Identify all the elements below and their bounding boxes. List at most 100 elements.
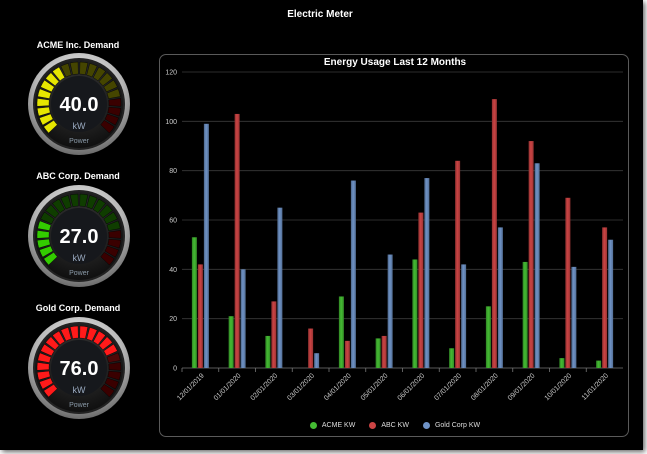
bar-acme-kw[interactable]: [522, 261, 528, 368]
bar-abc-kw[interactable]: [344, 340, 350, 368]
bar-gold-corp-kw[interactable]: [203, 123, 209, 368]
bar-gold-corp-kw[interactable]: [277, 207, 283, 368]
x-tick-label: 12/01/2019: [176, 372, 206, 402]
gauge-segment: [104, 113, 119, 126]
gauge-segment: [79, 61, 89, 75]
bar-acme-kw[interactable]: [596, 360, 602, 368]
bar-abc-kw[interactable]: [528, 141, 534, 368]
bar-gold-corp-kw[interactable]: [240, 269, 246, 368]
gauge-segment: [45, 72, 60, 87]
bar-gold-corp-kw[interactable]: [461, 264, 467, 368]
gauge-segment: [39, 245, 54, 258]
bar-acme-kw[interactable]: [375, 338, 381, 368]
bar-acme-kw[interactable]: [191, 237, 197, 368]
chart-panel: 0 20 40 60 80 100 120 12/01/2019 01/01/2020 02/01…: [159, 54, 629, 437]
gauge-segment: [106, 220, 121, 231]
gauge-segment: [106, 88, 121, 99]
gauge-segment: [98, 72, 113, 87]
x-tick-label: 05/01/2020: [360, 372, 390, 402]
gauge-segment: [104, 245, 119, 258]
gauge-segment: [45, 204, 60, 219]
gauge-segment: [52, 66, 66, 82]
bar-abc-kw[interactable]: [271, 301, 277, 368]
gauge-segment: [69, 325, 79, 339]
gauge-caption: Power: [69, 138, 90, 145]
bar-abc-kw[interactable]: [197, 264, 203, 368]
bar-gold-corp-kw[interactable]: [350, 180, 356, 368]
gauge-unit: kW: [73, 121, 87, 131]
gauge-segment: [40, 343, 55, 357]
x-tick-label: 02/01/2020: [250, 372, 280, 402]
y-tick-label: 0: [173, 366, 177, 373]
bar-abc-kw[interactable]: [565, 197, 571, 368]
gauge-caption: Power: [69, 270, 90, 277]
gauge-caption: Power: [69, 402, 90, 409]
y-tick-label: 60: [169, 218, 177, 225]
gauge-segment: [86, 195, 98, 210]
x-tick-label: 09/01/2020: [507, 372, 537, 402]
legend-label: ACME KW: [321, 422, 356, 429]
gauge-segment: [98, 204, 113, 219]
gauge-gold: 76.0 kW Power: [27, 316, 131, 420]
gauge-segment: [52, 198, 66, 214]
gauge-segment: [39, 377, 54, 390]
bar-chart: 0 20 40 60 80 100 120 12/01/2019 01/01/2020 02/01…: [165, 70, 623, 402]
bar-gold-corp-kw[interactable]: [314, 353, 320, 368]
gauge-segment: [106, 352, 121, 363]
y-tick-label: 80: [169, 168, 177, 175]
gauge-title-abc: ABC Corp. Demand: [36, 171, 120, 181]
gauge-segment: [37, 238, 51, 249]
gauge-segment: [104, 377, 119, 390]
bar-gold-corp-kw[interactable]: [387, 254, 393, 368]
bar-abc-kw[interactable]: [418, 212, 424, 368]
bar-gold-corp-kw[interactable]: [608, 239, 614, 368]
gauge-segment: [107, 370, 121, 381]
gauge-segment: [108, 98, 122, 107]
chart-legend[interactable]: ACME KW ABC KW Gold Corp KW: [160, 422, 630, 429]
gauge-dial: 76.0 kW Power: [28, 317, 130, 419]
y-tick-label: 40: [169, 267, 177, 274]
bar-abc-kw[interactable]: [455, 160, 461, 368]
gauge-segment: [108, 362, 122, 371]
bar-acme-kw[interactable]: [449, 348, 455, 368]
bar-acme-kw[interactable]: [265, 335, 271, 368]
bar-gold-corp-kw[interactable]: [497, 227, 503, 368]
gauge-value: 40.0: [60, 94, 99, 116]
gauge-segment: [37, 352, 52, 363]
gauge-unit: kW: [73, 253, 87, 263]
x-tick-label: 11/01/2020: [581, 372, 610, 401]
gauge-value: 76.0: [60, 358, 99, 380]
bar-gold-corp-kw[interactable]: [534, 163, 540, 368]
x-tick-label: 08/01/2020: [470, 372, 500, 402]
bar-abc-kw[interactable]: [234, 113, 240, 368]
gauge-segment: [100, 383, 115, 398]
gauge-dial: 40.0 kW Power: [28, 53, 130, 155]
gauge-segment: [103, 211, 118, 225]
legend-item-gold[interactable]: Gold Corp KW: [422, 422, 480, 429]
bar-acme-kw[interactable]: [485, 306, 491, 368]
bar-abc-kw[interactable]: [602, 227, 608, 368]
gauge-segment: [37, 370, 51, 381]
legend-item-acme[interactable]: ACME KW: [309, 422, 356, 429]
bar-abc-kw[interactable]: [381, 335, 387, 368]
bar-gold-corp-kw[interactable]: [571, 266, 577, 368]
legend-dot-icon: [309, 422, 317, 429]
legend-item-abc[interactable]: ABC KW: [369, 422, 409, 429]
bar-abc-kw[interactable]: [308, 328, 314, 368]
gauge-segment: [45, 336, 60, 351]
gauge-segment: [79, 325, 89, 339]
bar-gold-corp-kw[interactable]: [424, 178, 430, 368]
gauge-acme: 40.0 kW Power: [27, 52, 131, 156]
bar-acme-kw[interactable]: [228, 316, 234, 368]
bar-acme-kw[interactable]: [338, 296, 344, 368]
gauge-segment: [40, 79, 55, 93]
x-tick-label: 01/01/2020: [213, 372, 243, 402]
gauge-unit: kW: [73, 385, 87, 395]
bar-acme-kw[interactable]: [412, 259, 418, 368]
gauge-segment: [86, 63, 98, 78]
legend-dot-icon: [422, 422, 430, 429]
y-tick-label: 120: [165, 70, 177, 77]
bar-abc-kw[interactable]: [491, 99, 497, 368]
bar-acme-kw[interactable]: [559, 358, 565, 368]
